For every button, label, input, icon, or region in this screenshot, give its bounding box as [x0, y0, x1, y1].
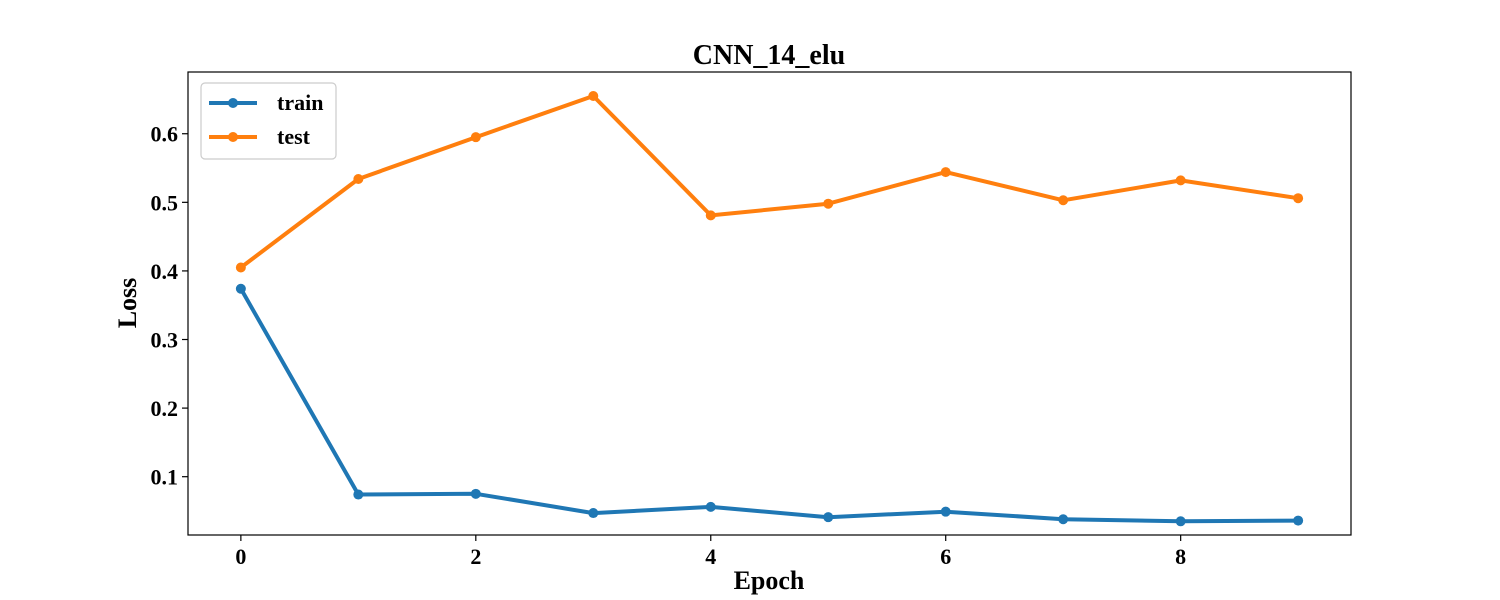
data-point-test: [705, 210, 716, 221]
y-tick-label: 0.6: [151, 122, 179, 147]
y-axis-label: Loss: [113, 278, 142, 329]
series-layer: [235, 91, 1304, 527]
legend-marker: [228, 98, 238, 108]
series-train: [235, 283, 1304, 527]
data-point-test: [353, 174, 364, 185]
data-point-train: [705, 501, 716, 512]
data-point-test: [470, 132, 481, 143]
data-point-train: [470, 488, 481, 499]
x-tick-label: 6: [940, 544, 951, 569]
data-point-test: [588, 91, 599, 102]
y-tick-label: 0.5: [151, 190, 179, 215]
legend-marker: [228, 132, 238, 142]
series-test: [235, 91, 1304, 273]
data-point-test: [1293, 193, 1304, 204]
legend: train test: [200, 82, 337, 160]
data-point-train: [1058, 514, 1069, 525]
data-point-test: [940, 167, 951, 178]
x-tick-label: 4: [705, 544, 716, 569]
y-axis: 0.1 0.2 0.3 0.4 0.5 0.6: [151, 122, 188, 490]
y-tick-label: 0.2: [151, 396, 179, 421]
x-axis: 0 2 4 6 8: [235, 535, 1186, 569]
x-tick-label: 2: [470, 544, 481, 569]
data-point-train: [823, 512, 834, 523]
legend-label: test: [277, 124, 311, 149]
data-point-test: [823, 198, 834, 209]
chart-title: CNN_14_elu: [693, 40, 845, 71]
data-point-train: [1293, 515, 1304, 526]
legend-label: train: [277, 90, 323, 115]
x-axis-label: Epoch: [734, 566, 805, 595]
x-tick-label: 0: [235, 544, 246, 569]
y-tick-label: 0.4: [151, 259, 179, 284]
data-point-test: [1058, 195, 1069, 206]
y-tick-label: 0.1: [151, 465, 179, 490]
data-point-train: [1175, 516, 1186, 527]
legend-item-test: test: [209, 124, 311, 149]
data-point-train: [940, 506, 951, 517]
legend-item-train: train: [209, 90, 323, 115]
data-point-train: [235, 283, 246, 294]
data-point-train: [588, 508, 599, 519]
data-point-test: [235, 262, 246, 273]
series-line-test: [238, 94, 1301, 270]
series-line-train: [238, 286, 1301, 524]
plot-area: [187, 71, 1352, 536]
y-tick-label: 0.3: [151, 328, 179, 353]
data-point-train: [353, 489, 364, 500]
data-point-test: [1175, 175, 1186, 186]
x-tick-label: 8: [1175, 544, 1186, 569]
